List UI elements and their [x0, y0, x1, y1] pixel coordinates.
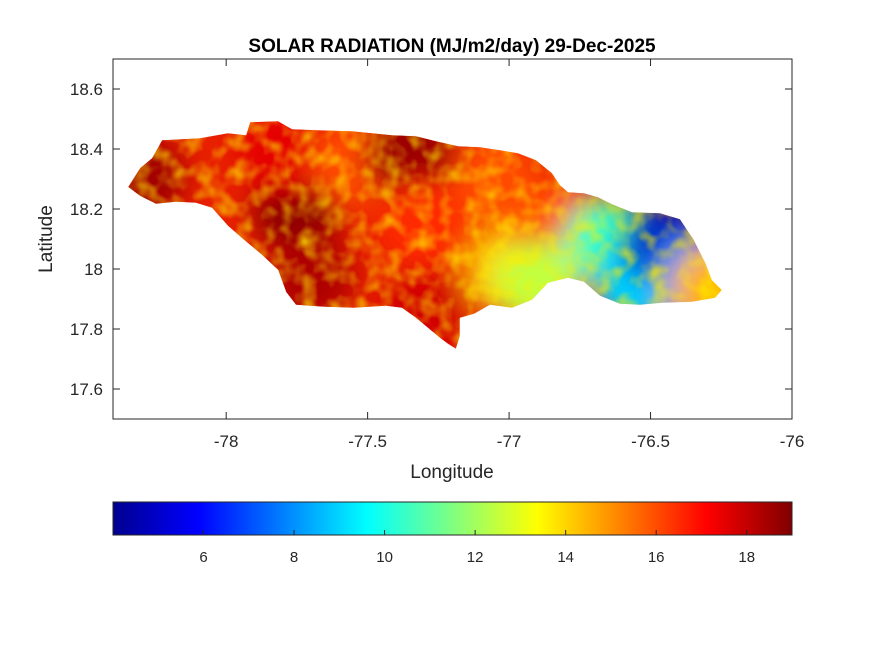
x-tick-label: -77.5	[348, 432, 387, 451]
colorbar-tick-label: 12	[467, 549, 484, 566]
chart-title: SOLAR RADIATION (MJ/m2/day) 29-Dec-2025	[248, 36, 656, 57]
y-tick-label: 18.2	[70, 200, 103, 219]
colorbar-tick-label: 6	[199, 549, 207, 566]
y-axis-label: Latitude	[36, 205, 57, 273]
colorbar-ticks: 6 8 10 12 14 16 18	[199, 530, 755, 566]
y-tick-label: 18.4	[70, 140, 103, 159]
x-axis: -78 -77.5 -77 -76.5 -76	[214, 59, 804, 451]
x-tick-label: -77	[497, 432, 522, 451]
x-tick-label: -78	[214, 432, 239, 451]
y-axis: 17.6 17.8 18 18.2 18.4 18.6	[70, 80, 792, 399]
colorbar-tick-label: 18	[738, 549, 755, 566]
colorbar	[112, 501, 793, 536]
colorbar-tick-label: 16	[648, 549, 665, 566]
colorbar-tick-label: 14	[557, 549, 574, 566]
x-tick-label: -76.5	[631, 432, 670, 451]
y-tick-label: 18	[84, 260, 103, 279]
y-tick-label: 17.6	[70, 380, 103, 399]
y-tick-label: 18.6	[70, 80, 103, 99]
x-tick-label: -76	[780, 432, 805, 451]
colorbar-tick-label: 8	[290, 549, 298, 566]
y-tick-label: 17.8	[70, 320, 103, 339]
colorbar-tick-label: 10	[376, 549, 393, 566]
x-axis-label: Longitude	[410, 462, 493, 483]
